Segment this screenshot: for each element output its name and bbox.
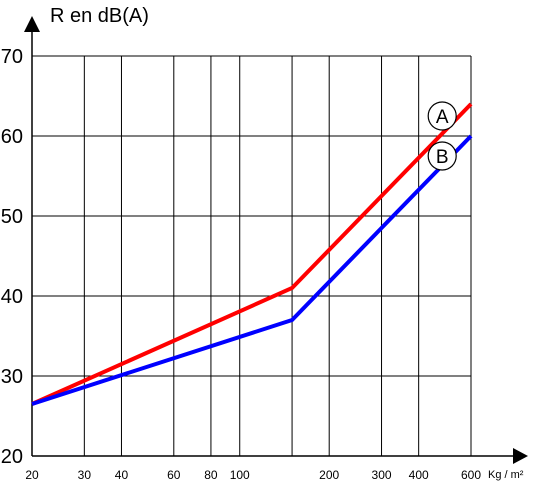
x-tick-label: 600: [461, 468, 481, 482]
chart-title: R en dB(A): [50, 5, 149, 27]
series-label-b: B: [427, 141, 457, 171]
series-lines: [31, 102, 473, 406]
series-label-text: B: [436, 147, 449, 168]
grid: [31, 55, 472, 457]
x-axis-unit: Kg / m²: [488, 469, 524, 481]
tick-labels: 20 30 40 60 80 100 200 300 400 600 20 30 40 50 60 70: [1, 46, 482, 482]
x-tick-label: 300: [372, 468, 392, 482]
y-tick-label: 60: [1, 126, 23, 148]
x-tick-label: 40: [115, 468, 129, 482]
series-label-a: A: [427, 101, 457, 131]
x-tick-label: 30: [78, 468, 92, 482]
series-label-text: A: [436, 107, 449, 128]
y-tick-label: 30: [1, 366, 23, 388]
y-axis-arrow: [24, 16, 40, 32]
series-labels: AB: [427, 101, 457, 171]
series-line-a: [31, 102, 473, 406]
x-tick-label: 200: [319, 468, 339, 482]
x-tick-label: 60: [167, 468, 181, 482]
x-tick-label: 400: [409, 468, 429, 482]
x-axis-arrow: [513, 448, 528, 464]
y-tick-label: 70: [1, 46, 23, 68]
axes: [24, 16, 528, 464]
y-tick-label: 50: [1, 206, 23, 228]
x-tick-label: 80: [204, 468, 218, 482]
x-tick-label: 100: [230, 468, 250, 482]
series-label-circle: [427, 101, 457, 131]
series-line-b: [31, 134, 473, 406]
x-tick-label: 20: [25, 468, 39, 482]
series-label-circle: [427, 141, 457, 171]
y-tick-label: 20: [1, 446, 23, 468]
y-tick-label: 40: [1, 286, 23, 308]
